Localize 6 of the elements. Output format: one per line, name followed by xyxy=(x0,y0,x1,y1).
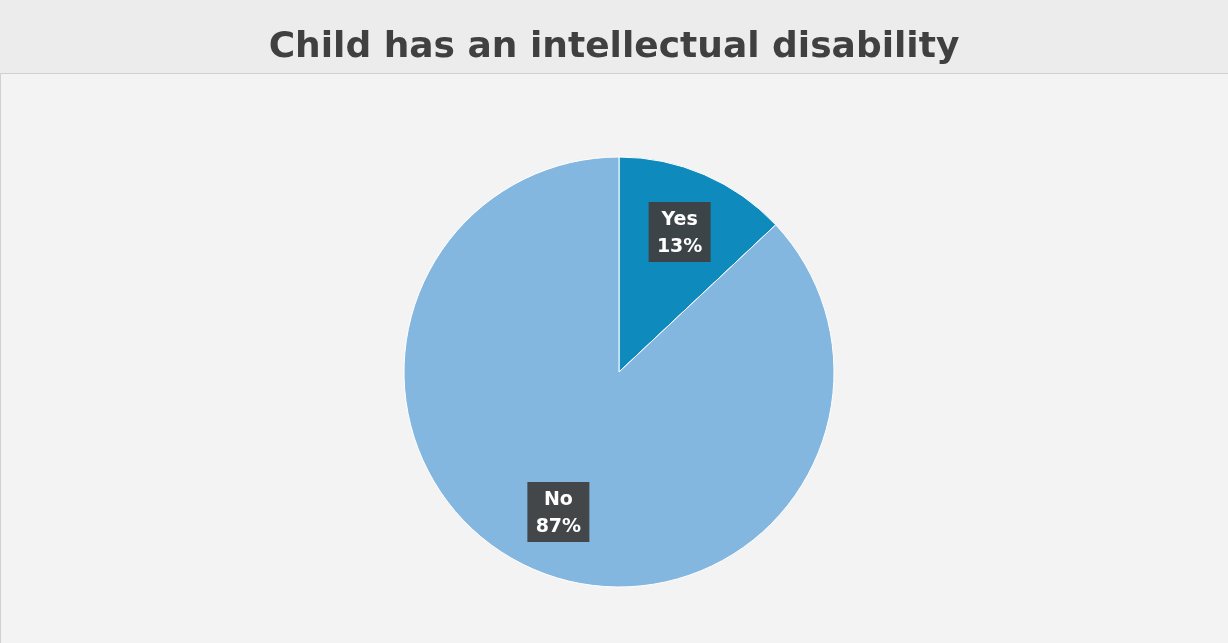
data-label: 13% xyxy=(656,233,703,256)
slice-label: Yes xyxy=(660,206,698,229)
chart-title: Child has an intellectual disability xyxy=(268,24,960,65)
slice-label: No xyxy=(543,487,573,510)
data-label: 87% xyxy=(535,514,582,537)
pie-slice xyxy=(403,156,835,588)
